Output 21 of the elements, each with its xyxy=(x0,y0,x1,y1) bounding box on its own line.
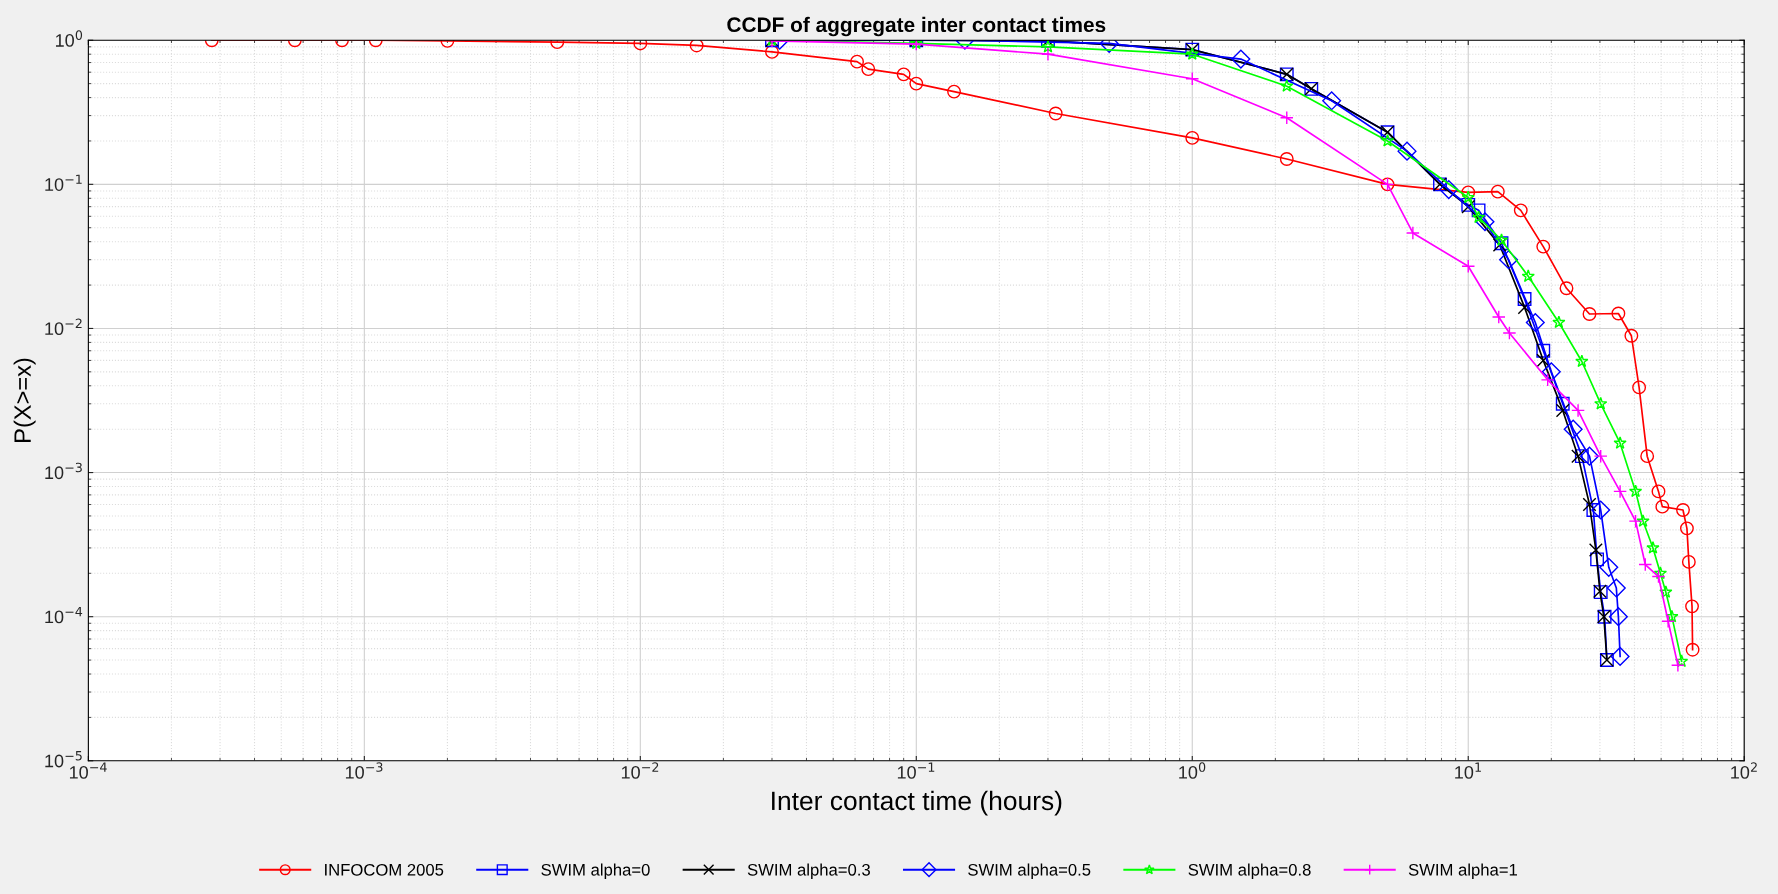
y-tick-label: 10$^{−1}$ xyxy=(45,174,82,191)
y-tick-label: 10$^{0}$ xyxy=(55,30,83,47)
x-tick-label: 10$^{1}$ xyxy=(1455,762,1481,779)
y-tick-label: 10$^{−2}$ xyxy=(45,318,82,336)
x-tick-label: 10$^{0}$ xyxy=(1179,762,1206,779)
x-tick-label: 10$^{2}$ xyxy=(1731,762,1757,779)
x-tick-label: 10$^{−1}$ xyxy=(897,762,935,779)
x-tick-label: 10$^{−2}$ xyxy=(621,762,659,779)
x-tick-label: 10$^{−4}$ xyxy=(69,762,107,779)
legend-label: SWIM alpha=0.3 xyxy=(747,863,870,879)
legend-label: INFOCOM 2005 xyxy=(325,863,444,876)
legend-label: SWIM alpha=0.8 xyxy=(1188,863,1311,879)
chart-title: CCDF of aggregate inter contact times xyxy=(727,16,1106,37)
legend-label: SWIM alpha=0 xyxy=(541,863,650,879)
y-tick-label: 10$^{−3}$ xyxy=(45,462,82,480)
x-tick-label: 10$^{−3}$ xyxy=(345,762,383,779)
legend-label: SWIM alpha=1 xyxy=(1408,863,1517,879)
y-axis-title: P(X>=x) xyxy=(13,358,36,442)
x-axis-title: Inter contact time (hours) xyxy=(772,790,1062,816)
y-tick-label: 10$^{−4}$ xyxy=(45,606,83,624)
legend-label: SWIM alpha=0.5 xyxy=(968,863,1091,879)
